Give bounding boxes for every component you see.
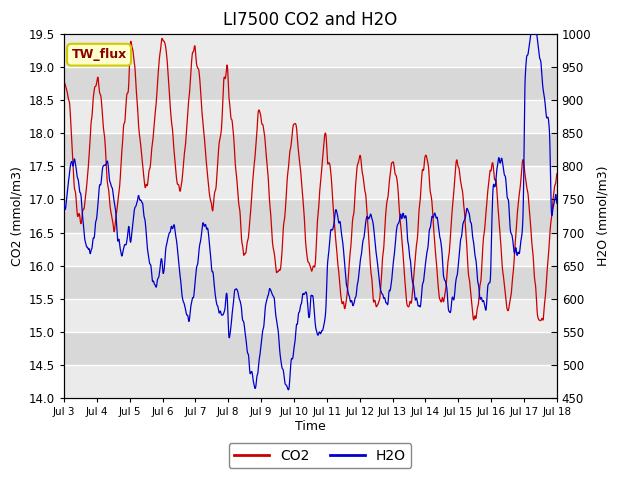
Bar <box>64 67 557 100</box>
X-axis label: Time: Time <box>295 420 326 433</box>
Bar <box>64 199 557 233</box>
Bar <box>64 133 557 166</box>
Legend: CO2, H2O: CO2, H2O <box>228 443 412 468</box>
Bar <box>64 332 557 365</box>
Text: TW_flux: TW_flux <box>72 48 127 61</box>
Y-axis label: H2O (mmol/m3): H2O (mmol/m3) <box>597 166 610 266</box>
Y-axis label: CO2 (mmol/m3): CO2 (mmol/m3) <box>10 166 23 266</box>
Title: LI7500 CO2 and H2O: LI7500 CO2 and H2O <box>223 11 397 29</box>
Bar <box>64 266 557 299</box>
